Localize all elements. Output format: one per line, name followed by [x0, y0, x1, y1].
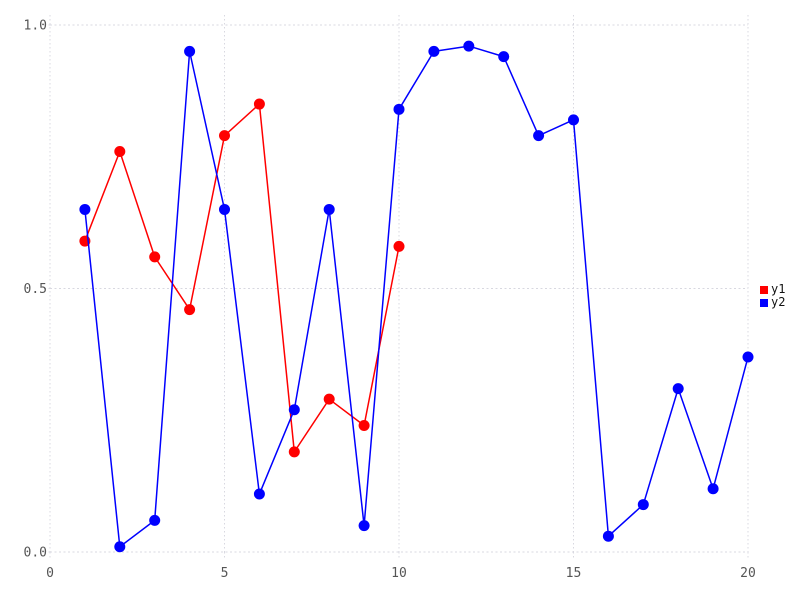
data-point-y1: [393, 240, 405, 252]
y-tick-label: 1.0: [24, 19, 47, 34]
data-point-y2: [568, 114, 579, 126]
x-tick-label: 20: [740, 566, 756, 581]
legend-label-y2: y2: [771, 295, 785, 309]
legend-label-y1: y1: [771, 282, 785, 296]
data-point-y1: [219, 130, 230, 142]
data-point-y2: [672, 383, 684, 395]
data-point-y1: [288, 446, 300, 458]
series-line-y1: [84, 103, 400, 453]
data-point-y2: [602, 530, 614, 542]
legend-swatch-y1: [760, 286, 768, 294]
data-point-y1: [358, 420, 370, 432]
data-point-y2: [114, 541, 126, 553]
data-point-y2: [533, 130, 545, 142]
data-point-y2: [637, 499, 649, 511]
data-point-y2: [463, 40, 475, 52]
data-point-y2: [288, 404, 300, 416]
data-point-y2: [428, 45, 440, 57]
data-point-y2: [219, 203, 230, 215]
data-point-y2: [742, 351, 754, 363]
data-point-y2: [498, 51, 510, 63]
data-point-y2: [393, 103, 405, 115]
data-point-y2: [358, 520, 370, 532]
data-point-y1: [253, 98, 265, 110]
x-tick-label: 15: [566, 566, 582, 581]
x-tick-label: 0: [46, 566, 54, 581]
legend-swatch-y2: [760, 299, 768, 307]
x-tick-label: 10: [391, 566, 407, 581]
data-point-y1: [149, 251, 161, 263]
data-point-y1: [114, 145, 126, 157]
data-point-y2: [184, 45, 196, 57]
data-point-y2: [323, 203, 335, 215]
data-point-y1: [184, 304, 196, 316]
data-point-y2: [149, 514, 161, 526]
x-tick-label: 5: [221, 566, 229, 581]
data-point-y2: [79, 203, 91, 215]
data-point-y2: [253, 488, 265, 500]
data-point-y1: [323, 393, 335, 405]
data-point-y2: [707, 483, 719, 495]
series-line-y2: [84, 45, 749, 548]
y-tick-label: 0.0: [24, 546, 47, 561]
y-tick-label: 0.5: [24, 282, 47, 297]
